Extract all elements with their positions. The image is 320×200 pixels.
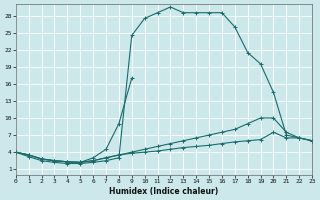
X-axis label: Humidex (Indice chaleur): Humidex (Indice chaleur) — [109, 187, 219, 196]
